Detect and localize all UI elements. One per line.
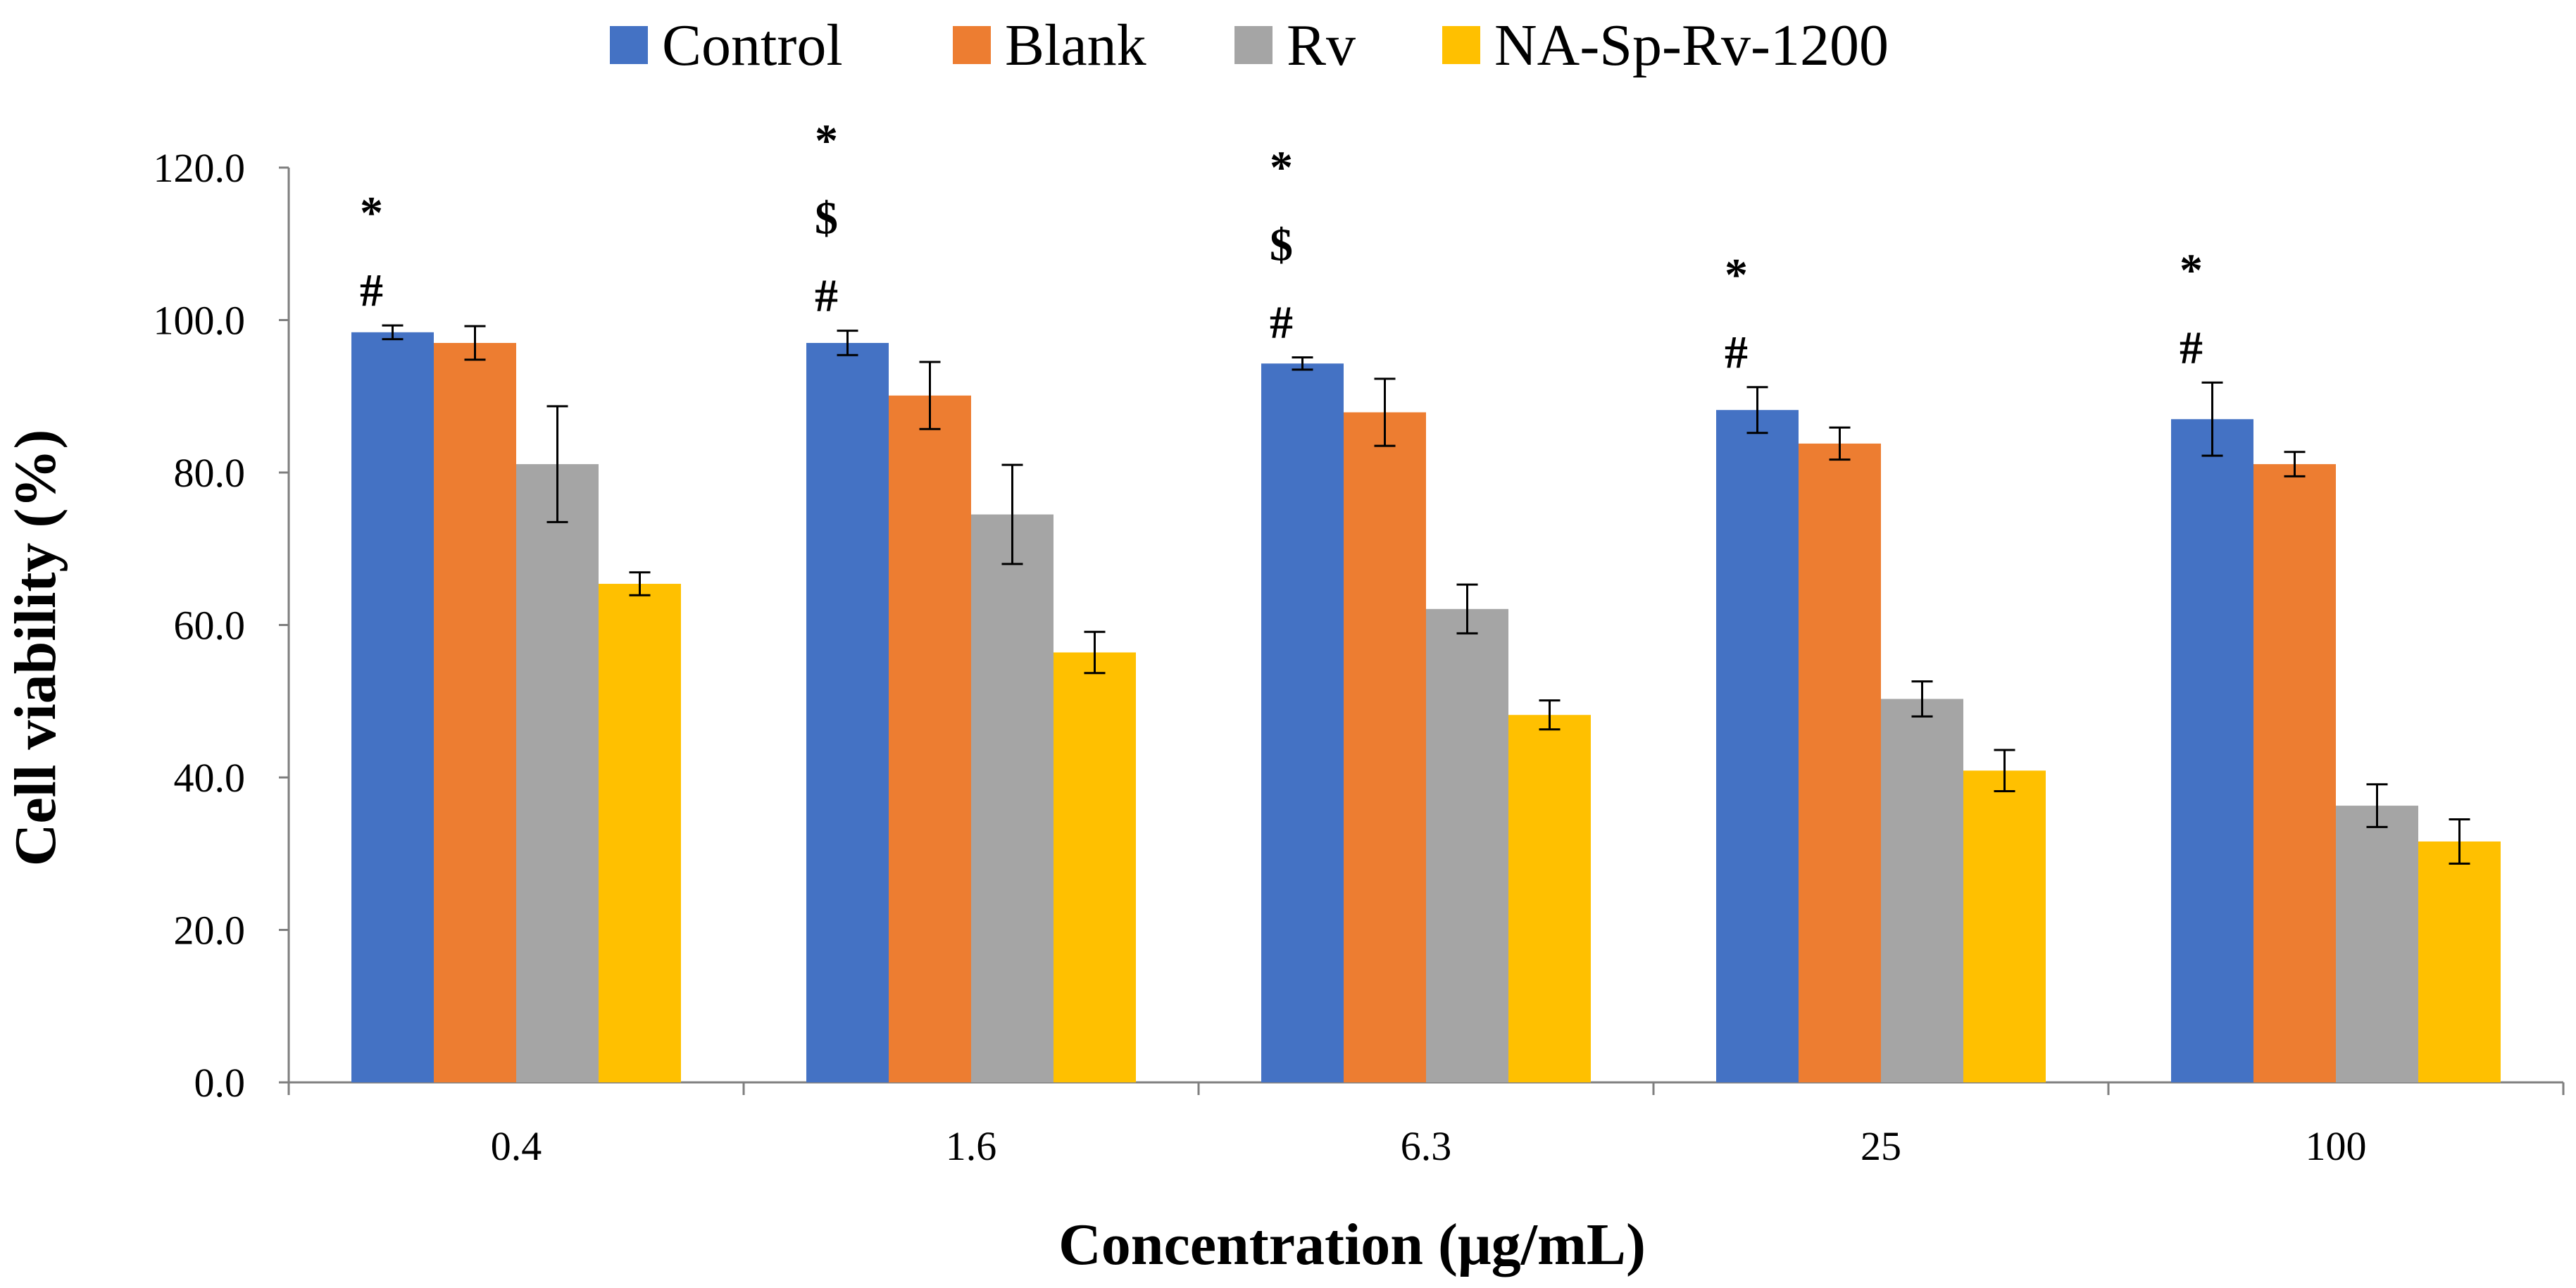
significance-mark: * (360, 187, 383, 239)
error-bars (382, 324, 2470, 865)
legend-label: Control (662, 13, 843, 78)
significance-mark: # (815, 270, 838, 322)
legend-swatch-control (610, 26, 648, 64)
bar-na-sp-rv-1200-6_3 (1508, 715, 1591, 1082)
x-axis: 0.4 1.6 6.3 25 100 (287, 1081, 2565, 1169)
x-tick-label: 6.3 (1401, 1123, 1452, 1169)
y-tick-label: 0.0 (194, 1060, 246, 1106)
significance-mark: * (815, 115, 838, 167)
significance-mark: # (1270, 297, 1293, 349)
y-tick-label: 80.0 (174, 450, 246, 496)
bar-blank-6_3 (1344, 412, 1426, 1082)
bar-blank-100 (2253, 464, 2336, 1082)
legend-label: Blank (1005, 13, 1146, 78)
y-axis: 0.0 20.0 40.0 60.0 80.0 100.0 120.0 (154, 145, 290, 1106)
bar-control-100 (2171, 419, 2253, 1082)
significance-mark: # (360, 265, 383, 316)
x-axis-title: Concentration (μg/mL) (1058, 1212, 1646, 1277)
bar-control-0_4 (351, 332, 434, 1082)
x-tick-label: 1.6 (946, 1123, 997, 1169)
significance-mark: # (2180, 322, 2203, 373)
legend-swatch-blank (953, 26, 991, 64)
bar-rv-6_3 (1426, 608, 1508, 1082)
bar-na-sp-rv-1200-25 (1963, 770, 2046, 1082)
significance-mark: $ (1270, 220, 1293, 271)
x-tick-label: 0.4 (491, 1123, 542, 1169)
significance-mark: * (2180, 244, 2203, 296)
bar-blank-25 (1799, 443, 1881, 1082)
bar-control-6_3 (1261, 363, 1344, 1082)
bar-blank-0_4 (434, 342, 516, 1083)
y-axis-title: Cell viability (%) (3, 430, 68, 867)
legend-swatch-na-sp-rv-1200 (1442, 26, 1480, 64)
bar-na-sp-rv-1200-100 (2418, 841, 2501, 1082)
legend-label: NA-Sp-Rv-1200 (1494, 13, 1889, 78)
x-tick-label: 100 (2306, 1123, 2367, 1169)
significance-mark: * (1725, 249, 1748, 301)
bar-control-25 (1716, 410, 1799, 1082)
y-tick-label: 60.0 (174, 603, 246, 649)
significance-annotations: * # * $ # * $ # * # * # (360, 115, 2203, 378)
bar-control-1_6 (806, 342, 889, 1083)
y-tick-label: 20.0 (174, 908, 246, 954)
bar-rv-100 (2336, 806, 2418, 1082)
y-tick-label: 120.0 (154, 145, 246, 191)
y-tick-label: 100.0 (154, 298, 246, 344)
bar-na-sp-rv-1200-0_4 (599, 584, 681, 1082)
y-tick-label: 40.0 (174, 755, 246, 801)
legend: Control Blank Rv NA-Sp-Rv-1200 (610, 13, 1889, 78)
significance-mark: * (1270, 142, 1293, 194)
legend-label: Rv (1287, 13, 1356, 78)
bars (351, 332, 2501, 1083)
bar-rv-1_6 (971, 514, 1053, 1082)
bar-rv-25 (1881, 699, 1963, 1082)
significance-mark: $ (815, 193, 838, 244)
significance-mark: # (1725, 327, 1748, 378)
bar-rv-0_4 (516, 464, 599, 1082)
bar-blank-1_6 (889, 395, 971, 1082)
bar-na-sp-rv-1200-1_6 (1053, 652, 1136, 1082)
legend-swatch-rv (1234, 26, 1273, 64)
x-tick-label: 25 (1861, 1123, 1901, 1169)
